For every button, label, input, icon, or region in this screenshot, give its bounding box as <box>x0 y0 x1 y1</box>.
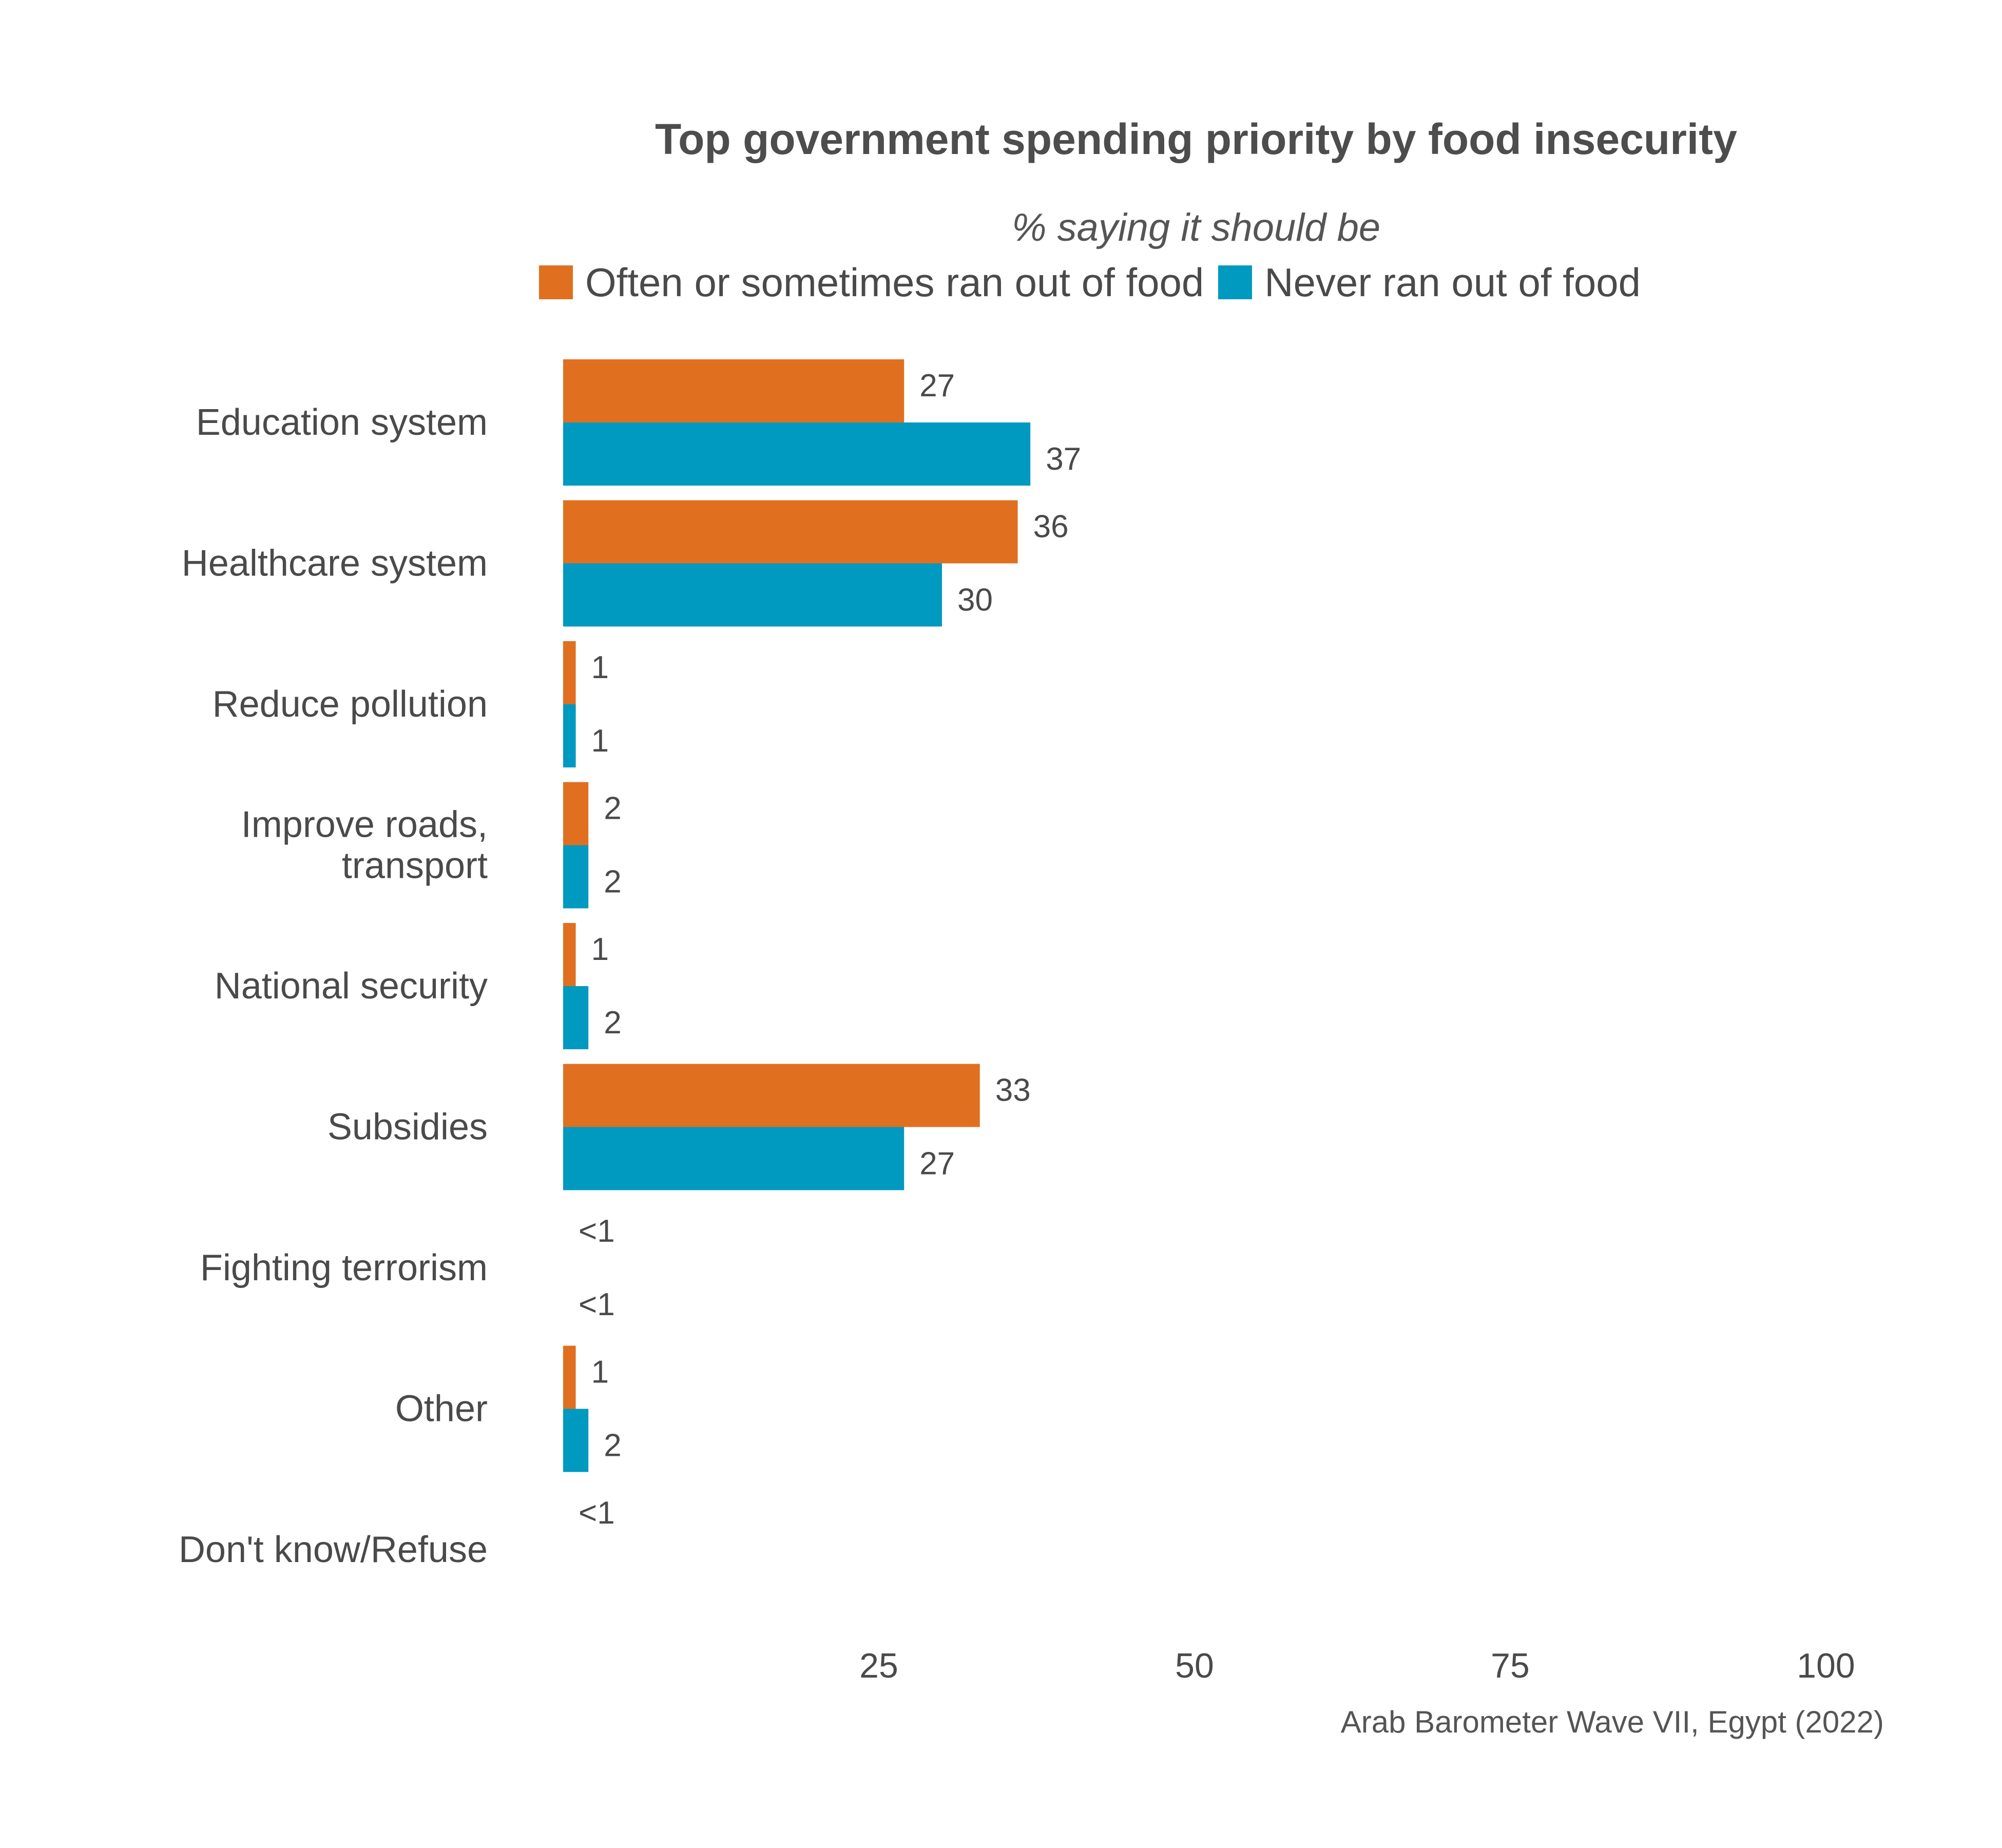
bar-never <box>563 986 589 1049</box>
category-label: National security <box>215 966 488 1007</box>
legend-item-often: Often or sometimes ran out of food <box>539 259 1204 306</box>
category-label: Reduce pollution <box>213 684 488 725</box>
data-label: 2 <box>604 791 621 826</box>
data-label: 27 <box>919 368 955 403</box>
data-label: 1 <box>591 932 609 967</box>
bar-often <box>563 1345 576 1409</box>
chart-subtitle: % saying it should be <box>1011 206 1381 249</box>
category-label: Other <box>395 1389 488 1430</box>
category-label: Healthcare system <box>182 543 488 584</box>
category-label: Fighting terrorism <box>200 1247 488 1288</box>
data-label: 2 <box>604 1005 621 1041</box>
x-tick-label: 75 <box>1491 1646 1530 1685</box>
bar-never <box>563 1409 589 1472</box>
category-label: Education system <box>196 402 488 443</box>
x-tick-label: 100 <box>1797 1646 1855 1685</box>
bar-often <box>563 782 589 845</box>
data-label: <1 <box>579 1214 615 1249</box>
category-label: Improve roads, <box>241 804 488 845</box>
data-label: 1 <box>591 650 609 685</box>
bar-often <box>563 641 576 704</box>
legend-swatch-never <box>1218 265 1253 299</box>
bar-never <box>563 704 576 767</box>
data-label: 2 <box>604 1428 621 1464</box>
data-label: <1 <box>579 1287 615 1322</box>
data-label: 1 <box>591 723 609 759</box>
data-label: 37 <box>1046 441 1081 477</box>
legend-item-never: Never ran out of food <box>1218 259 1641 306</box>
bar-often <box>563 923 576 986</box>
legend: Often or sometimes ran out of food Never… <box>539 259 1655 305</box>
data-label: 33 <box>995 1073 1031 1108</box>
category-label: Don't know/Refuse <box>179 1529 488 1570</box>
data-label: 27 <box>919 1146 955 1182</box>
x-tick-label: 25 <box>859 1646 898 1685</box>
x-tick-label: 50 <box>1175 1646 1214 1685</box>
data-label: 36 <box>1033 509 1069 545</box>
category-label: transport <box>342 845 488 887</box>
bar-often <box>563 500 1018 564</box>
bar-never <box>563 563 942 627</box>
bar-never <box>563 845 589 909</box>
legend-label-often: Often or sometimes ran out of food <box>585 259 1204 305</box>
data-label: 1 <box>591 1355 609 1390</box>
bar-often <box>563 1064 980 1127</box>
bar-often <box>563 359 904 422</box>
data-label: <1 <box>579 1495 615 1531</box>
chart-title: Top government spending priority by food… <box>655 115 1737 163</box>
data-label: 30 <box>957 583 993 618</box>
bar-never <box>563 1127 904 1190</box>
data-label: 2 <box>604 864 621 900</box>
legend-label-never: Never ran out of food <box>1264 259 1641 305</box>
bar-never <box>563 422 1031 486</box>
legend-swatch-often <box>539 265 573 299</box>
source-caption: Arab Barometer Wave VII, Egypt (2022) <box>1340 1705 1884 1739</box>
category-label: Subsidies <box>328 1107 488 1148</box>
